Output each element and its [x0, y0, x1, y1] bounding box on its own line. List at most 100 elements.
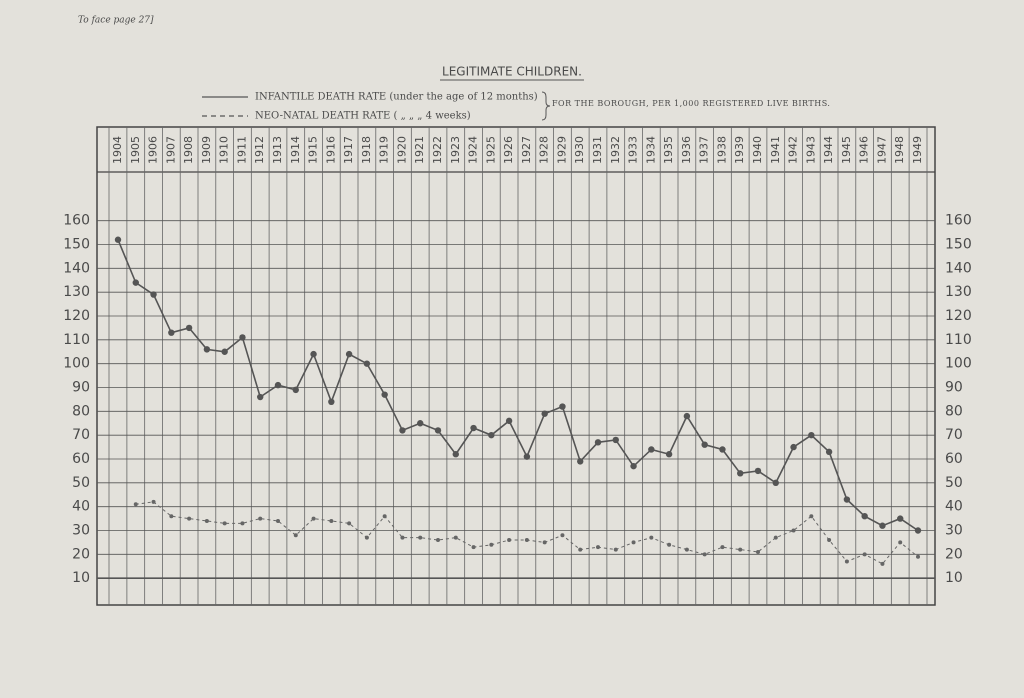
data-point: [916, 554, 920, 559]
y-tick-label-right: 20: [945, 546, 963, 562]
x-tick-label: 1916: [324, 136, 337, 164]
data-point: [311, 516, 316, 521]
y-tick-label-right: 60: [945, 451, 963, 467]
data-point: [382, 514, 387, 519]
data-point: [559, 403, 566, 410]
y-tick-label-right: 90: [945, 380, 963, 396]
x-tick-label: 1908: [182, 136, 195, 164]
y-tick-label: 130: [63, 284, 90, 300]
data-point: [187, 516, 192, 521]
x-tick-label: 1930: [573, 136, 586, 164]
x-tick-label: 1912: [253, 136, 266, 164]
y-tick-label: 80: [72, 403, 90, 419]
data-point: [861, 513, 868, 520]
data-point: [737, 470, 744, 477]
x-tick-label: 1939: [733, 136, 746, 164]
data-point: [862, 552, 867, 557]
y-tick-label: 10: [72, 570, 90, 586]
data-point: [221, 348, 228, 355]
data-point: [630, 462, 637, 470]
y-tick-label-right: 30: [945, 523, 963, 539]
y-tick-label-right: 70: [945, 427, 963, 443]
data-point: [720, 545, 725, 550]
data-point: [257, 393, 264, 401]
x-tick-label: 1936: [680, 136, 693, 164]
y-tick-label-right: 40: [945, 499, 963, 515]
y-tick-label-right: 100: [945, 356, 972, 372]
y-tick-label: 160: [63, 213, 90, 229]
data-point: [594, 439, 602, 446]
data-point: [381, 391, 388, 398]
data-point: [132, 279, 139, 286]
x-tick-label: 1904: [111, 136, 124, 164]
data-point: [684, 547, 689, 552]
x-tick-label: 1925: [484, 136, 497, 164]
y-tick-label-right: 140: [945, 260, 972, 276]
y-tick-label: 70: [72, 427, 90, 443]
x-tick-label: 1909: [200, 136, 213, 164]
x-tick-label: 1937: [698, 136, 711, 164]
y-tick-label-right: 160: [945, 213, 972, 229]
x-tick-label: 1934: [644, 136, 657, 164]
x-tick-label: 1933: [627, 136, 640, 164]
data-point: [364, 535, 369, 540]
y-tick-label-right: 10: [945, 570, 963, 586]
data-point: [363, 360, 371, 367]
x-tick-label: 1922: [431, 136, 444, 164]
data-point: [505, 417, 513, 425]
x-tick-label: 1919: [378, 136, 391, 164]
x-tick-label: 1914: [289, 136, 302, 164]
data-point: [452, 451, 459, 458]
x-tick-label: 1948: [893, 136, 906, 164]
page-note: To face page 27]: [78, 16, 154, 26]
data-point: [648, 446, 655, 453]
data-point: [150, 291, 157, 298]
x-tick-label: 1938: [715, 136, 728, 164]
data-point: [239, 334, 246, 341]
x-tick-label: 1935: [662, 136, 675, 164]
x-tick-label: 1915: [307, 136, 320, 164]
data-point: [240, 521, 245, 526]
data-point: [791, 528, 796, 533]
data-point: [329, 518, 334, 523]
data-point: [347, 521, 352, 526]
data-point: [417, 420, 424, 427]
x-tick-label: 1927: [520, 136, 533, 164]
x-tick-label: 1947: [875, 136, 888, 164]
data-point: [719, 446, 726, 453]
chart-title: LEGITIMATE CHILDREN.: [442, 65, 582, 79]
x-tick-label: 1945: [840, 136, 853, 164]
data-point: [436, 538, 440, 543]
data-point: [897, 515, 904, 522]
y-tick-label: 90: [72, 380, 90, 396]
y-tick-label-right: 80: [945, 403, 963, 419]
data-point: [524, 538, 529, 543]
data-point: [185, 324, 193, 332]
y-tick-label: 100: [63, 356, 90, 372]
data-point: [523, 453, 531, 460]
data-point: [772, 479, 779, 487]
y-tick-label-right: 150: [945, 237, 972, 253]
x-tick-label: 1918: [360, 136, 373, 164]
x-tick-label: 1923: [449, 136, 462, 164]
y-tick-label-right: 50: [945, 475, 963, 491]
data-point: [345, 350, 353, 358]
data-point: [203, 346, 211, 353]
x-tick-label: 1944: [822, 136, 835, 164]
data-point: [809, 514, 814, 519]
legend-label: INFANTILE DEATH RATE (under the age of 1…: [255, 92, 538, 103]
data-point: [292, 386, 299, 394]
data-point: [133, 502, 138, 507]
x-tick-label: 1931: [591, 136, 604, 164]
data-point: [274, 381, 282, 389]
x-tick-label: 1917: [342, 136, 355, 164]
x-tick-label: 1940: [751, 136, 764, 164]
x-tick-label: 1913: [271, 136, 284, 164]
data-point: [665, 451, 673, 458]
data-point: [151, 499, 156, 504]
brace: [541, 91, 551, 121]
data-point: [169, 514, 174, 519]
data-point: [470, 424, 477, 432]
